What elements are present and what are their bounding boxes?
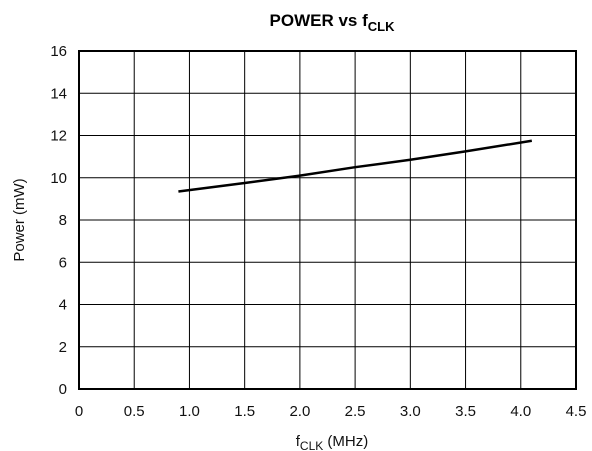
x-tick-label: 4.0 bbox=[510, 403, 531, 420]
x-axis-title-suffix: (MHz) bbox=[323, 433, 368, 450]
y-axis-title: Power (mW) bbox=[11, 178, 28, 261]
x-tick-label: 0 bbox=[75, 403, 83, 420]
y-tick-label: 6 bbox=[59, 254, 67, 271]
y-tick-label: 10 bbox=[50, 170, 67, 187]
x-tick-label: 3.0 bbox=[400, 403, 421, 420]
y-axis-ticks: 0 2 4 6 8 10 12 14 16 bbox=[50, 43, 67, 398]
chart-title: POWER vs fCLK bbox=[270, 11, 396, 34]
x-tick-label: 4.5 bbox=[566, 403, 587, 420]
grid-lines bbox=[79, 51, 576, 389]
y-tick-label: 12 bbox=[50, 128, 67, 145]
y-tick-label: 14 bbox=[50, 85, 67, 102]
y-tick-label: 0 bbox=[59, 381, 67, 398]
x-tick-label: 2.5 bbox=[345, 403, 366, 420]
x-axis-ticks: 0 0.5 1.0 1.5 2.0 2.5 3.0 3.5 4.0 4.5 bbox=[75, 403, 587, 420]
x-tick-label: 1.0 bbox=[179, 403, 200, 420]
y-tick-label: 16 bbox=[50, 43, 67, 60]
x-tick-label: 0.5 bbox=[124, 403, 145, 420]
x-tick-label: 3.5 bbox=[455, 403, 476, 420]
x-axis-title: fCLK (MHz) bbox=[296, 433, 369, 451]
x-axis-title-subscript: CLK bbox=[300, 439, 323, 451]
y-tick-label: 4 bbox=[59, 297, 67, 314]
y-tick-label: 8 bbox=[59, 212, 67, 229]
chart-title-subscript: CLK bbox=[368, 19, 395, 34]
x-tick-label: 2.0 bbox=[289, 403, 310, 420]
y-tick-label: 2 bbox=[59, 339, 67, 356]
x-tick-label: 1.5 bbox=[234, 403, 255, 420]
